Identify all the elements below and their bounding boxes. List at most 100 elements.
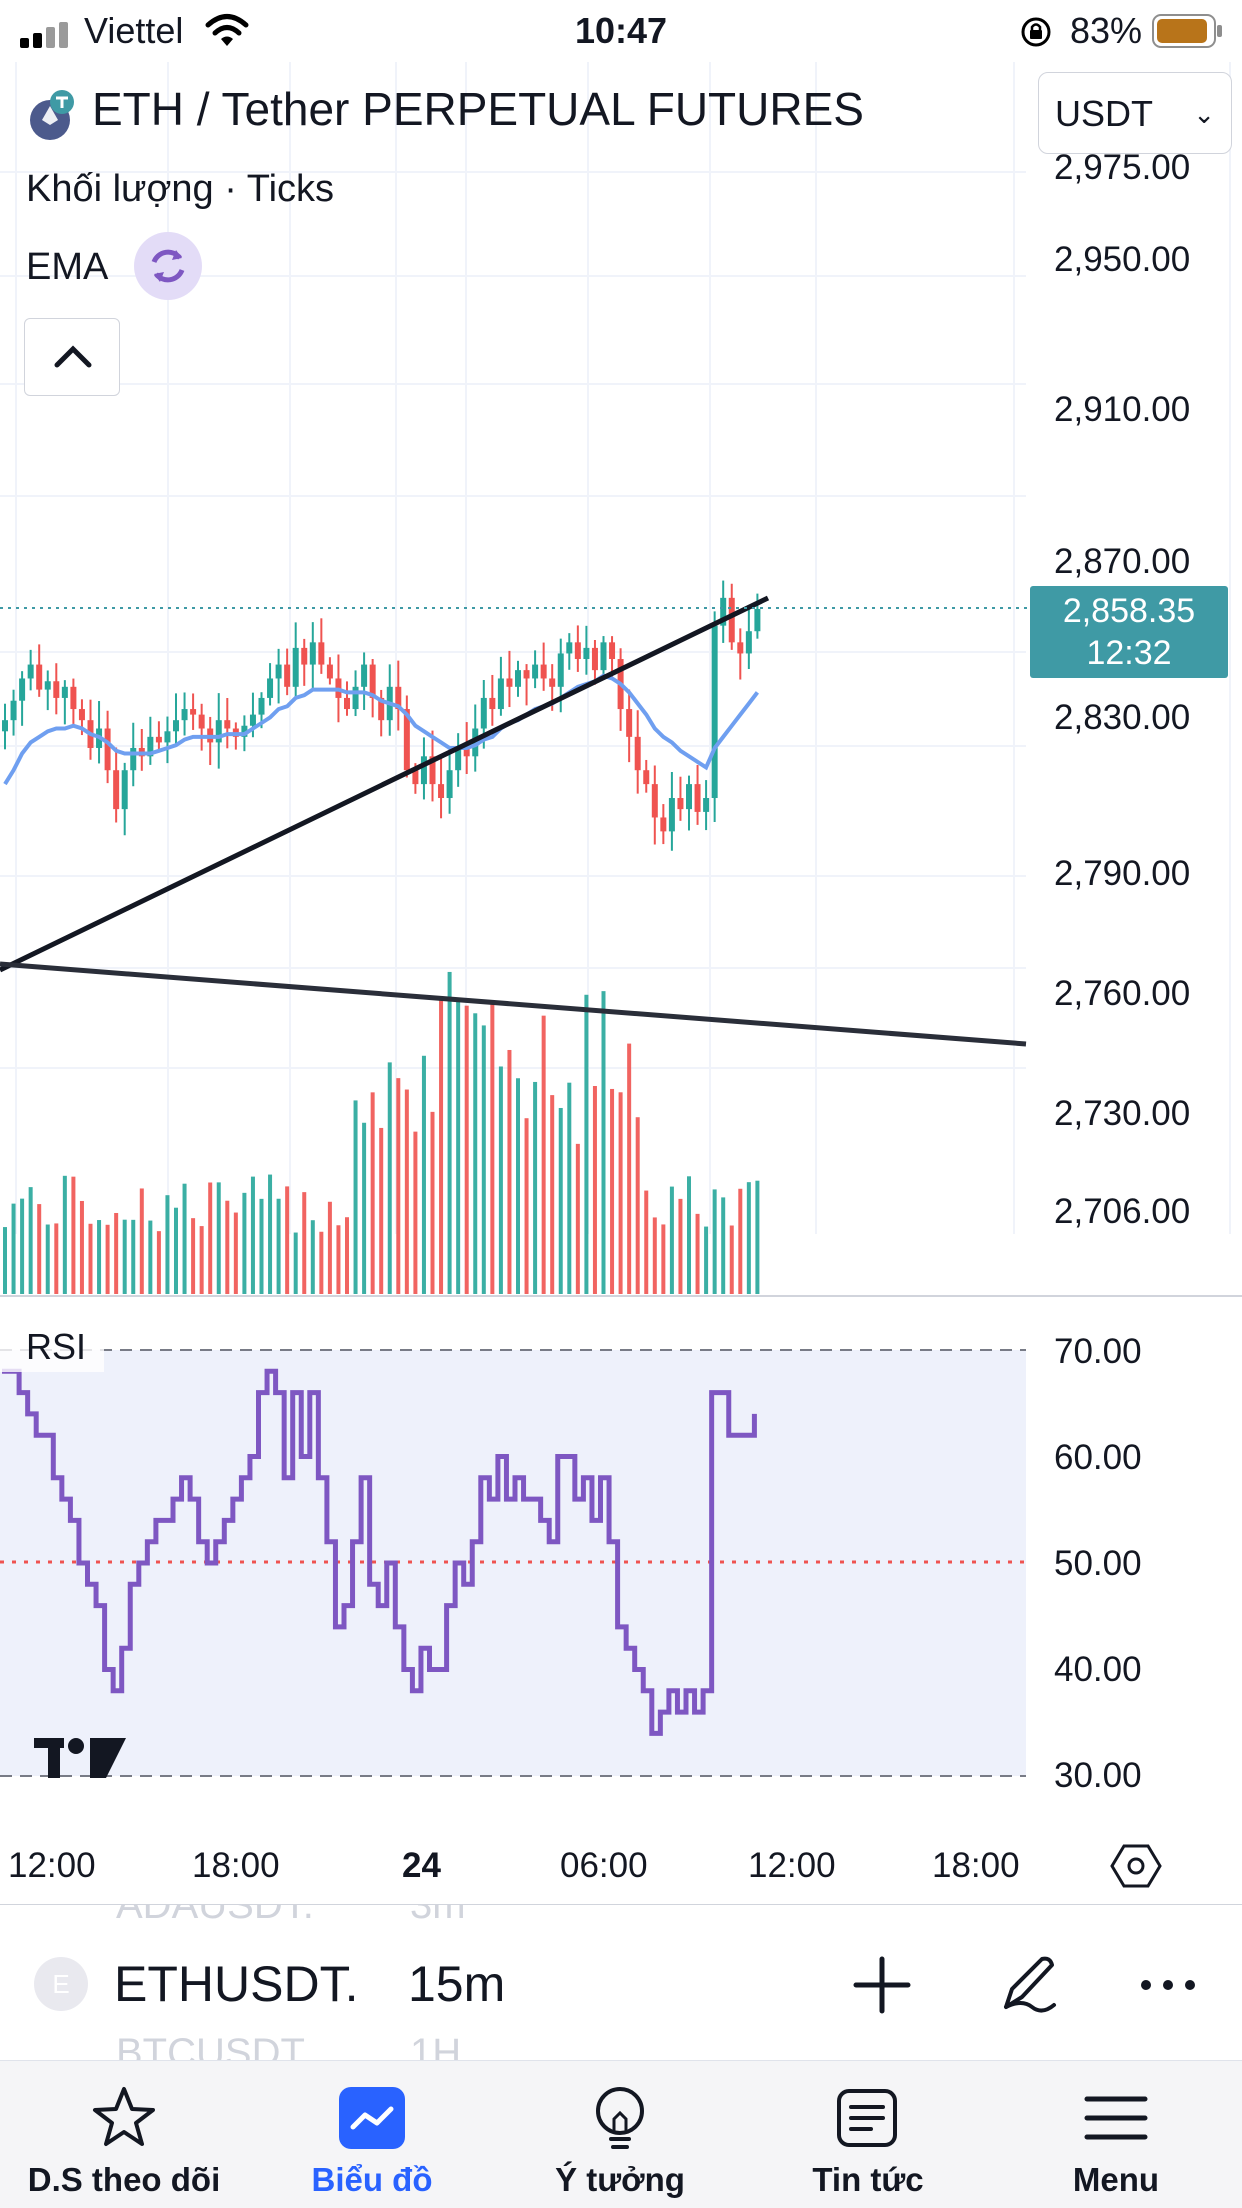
chart-area[interactable]: ETH / Tether PERPETUAL FUTURES USDT ⌄ Kh… bbox=[0, 62, 1242, 1904]
volume-bar bbox=[464, 1005, 469, 1294]
volume-bar bbox=[62, 1175, 67, 1294]
volume-bar bbox=[592, 1086, 597, 1294]
volume-bar bbox=[601, 991, 606, 1294]
interval-selector[interactable]: 15m bbox=[408, 1956, 506, 2012]
volume-bar bbox=[97, 1220, 102, 1294]
candle-body bbox=[446, 770, 453, 799]
currency-select[interactable]: USDT ⌄ bbox=[1038, 72, 1232, 154]
time-axis-label: 12:00 bbox=[8, 1846, 96, 1885]
tab-watchlist[interactable]: D.S theo dõi bbox=[0, 2061, 248, 2208]
chart-settings-icon[interactable] bbox=[1108, 1838, 1164, 1894]
signal-icon bbox=[20, 22, 68, 48]
candle-body bbox=[728, 597, 735, 643]
candle-body bbox=[44, 681, 51, 690]
volume-bar bbox=[114, 1212, 119, 1294]
ema-refresh-button[interactable] bbox=[134, 232, 202, 300]
candle-body bbox=[104, 728, 111, 771]
volume-bar bbox=[11, 1203, 16, 1294]
candle-body bbox=[532, 664, 539, 679]
time-axis-label: 18:00 bbox=[932, 1846, 1020, 1885]
drawing-pen-icon[interactable] bbox=[992, 1949, 1064, 2021]
candle-body bbox=[36, 664, 43, 690]
volume-bar bbox=[516, 1078, 520, 1294]
candle-body bbox=[694, 784, 701, 812]
tab-menu[interactable]: Menu bbox=[992, 2061, 1240, 2208]
volume-bar bbox=[336, 1225, 341, 1294]
volume-bar bbox=[139, 1188, 144, 1294]
volume-bar bbox=[370, 1092, 375, 1294]
volume-bar bbox=[105, 1224, 110, 1294]
price-axis-label: 2,790.00 bbox=[1054, 854, 1191, 893]
volume-bar bbox=[79, 1200, 84, 1294]
volume-bar bbox=[165, 1195, 170, 1294]
candle-body bbox=[651, 784, 658, 818]
collapse-legend-button[interactable] bbox=[24, 318, 120, 396]
volume-bar bbox=[481, 1025, 486, 1294]
candle-body bbox=[583, 647, 590, 660]
volume-bar bbox=[558, 1107, 563, 1294]
volume-bar bbox=[404, 1089, 409, 1294]
volume-bar bbox=[704, 1226, 709, 1294]
candle-body bbox=[455, 747, 462, 771]
candle-body bbox=[643, 770, 650, 785]
volume-bars bbox=[3, 971, 760, 1294]
volume-bar bbox=[156, 1231, 161, 1294]
candle-body bbox=[275, 664, 282, 679]
volume-bar bbox=[353, 1100, 358, 1294]
candle-body bbox=[412, 770, 419, 785]
symbol-selector[interactable]: ETHUSDT. bbox=[114, 1956, 359, 2012]
volume-bar bbox=[524, 1118, 529, 1294]
tab-ideas[interactable]: Ý tưởng bbox=[496, 2061, 744, 2208]
candle-body bbox=[19, 678, 26, 701]
add-indicator-plus-icon[interactable] bbox=[846, 1949, 918, 2021]
candle-body bbox=[181, 709, 188, 721]
candle-body bbox=[540, 664, 547, 679]
tab-chart[interactable]: Biểu đồ bbox=[248, 2061, 496, 2208]
candle-body bbox=[258, 697, 265, 715]
candle-body bbox=[2, 720, 8, 732]
volume-bar bbox=[678, 1198, 683, 1294]
time-axis-label: 18:00 bbox=[192, 1846, 280, 1885]
tab-label: Ý tưởng bbox=[555, 2161, 685, 2198]
symbol-bar[interactable]: ADAUSDT. 3m E ETHUSDT. 15m BTCUSDT. 1H bbox=[0, 1904, 1242, 2060]
candle-body bbox=[53, 681, 60, 698]
candle-body bbox=[378, 697, 385, 721]
rsi-background bbox=[0, 1350, 1026, 1776]
volume-bar bbox=[635, 1117, 640, 1294]
volume-bar bbox=[661, 1224, 666, 1294]
volume-bar bbox=[259, 1198, 264, 1294]
volume-bar bbox=[45, 1224, 50, 1294]
tab-label: Menu bbox=[1072, 2161, 1160, 2198]
candle-body bbox=[78, 709, 85, 721]
volume-bar bbox=[268, 1174, 273, 1294]
volume-bar bbox=[122, 1219, 127, 1294]
legend-volume[interactable]: Khối lượng · Ticks bbox=[26, 168, 335, 210]
volume-bar bbox=[327, 1201, 332, 1294]
rsi-axis-label: 60.00 bbox=[1054, 1438, 1142, 1477]
rsi-legend[interactable]: RSI bbox=[0, 1320, 104, 1372]
candle-body bbox=[497, 678, 504, 710]
volume-bar bbox=[421, 1055, 426, 1294]
volume-bar bbox=[687, 1176, 691, 1294]
volume-bar bbox=[242, 1192, 247, 1294]
price-axis-label: 2,910.00 bbox=[1054, 390, 1191, 429]
news-icon bbox=[837, 2089, 897, 2147]
more-options-icon[interactable] bbox=[1132, 1949, 1204, 2021]
candle-body bbox=[438, 784, 445, 799]
symbol-title[interactable]: ETH / Tether PERPETUAL FUTURES bbox=[92, 83, 864, 135]
time-axis-label: 24 bbox=[402, 1846, 441, 1885]
tab-news[interactable]: Tin tức bbox=[744, 2061, 992, 2208]
volume-bar bbox=[20, 1198, 25, 1294]
candle-body bbox=[369, 664, 376, 698]
volume-bar bbox=[225, 1200, 230, 1294]
candle-body bbox=[660, 817, 667, 832]
volume-bar bbox=[447, 971, 452, 1294]
volume-bar bbox=[498, 1066, 503, 1294]
rsi-label: RSI bbox=[26, 1326, 87, 1367]
volume-bar bbox=[627, 1043, 632, 1294]
legend-ema[interactable]: EMA bbox=[26, 246, 109, 288]
chart-icon bbox=[339, 2087, 405, 2149]
chart-canvas[interactable] bbox=[0, 62, 1242, 1904]
volume-bar bbox=[71, 1176, 76, 1294]
ema-line bbox=[3, 673, 759, 786]
